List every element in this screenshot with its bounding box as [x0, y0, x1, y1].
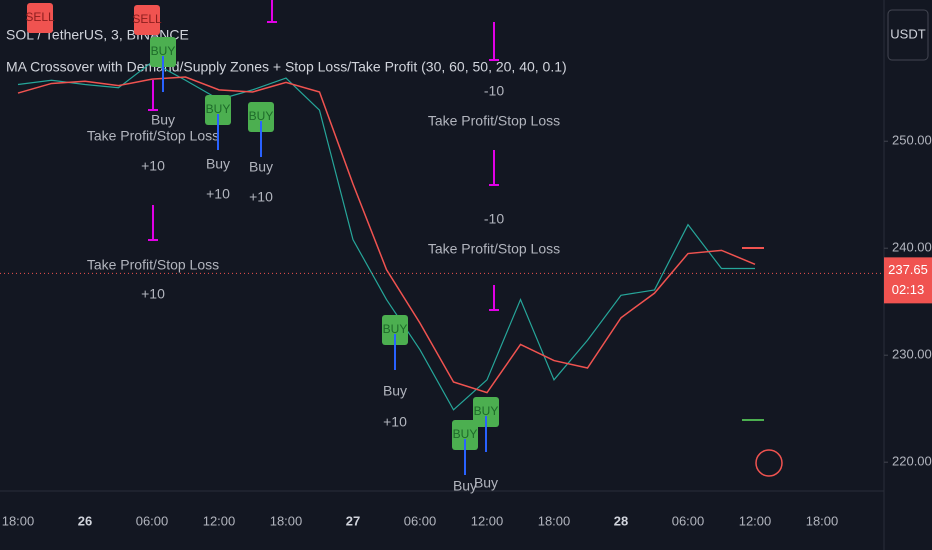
indicator-title: MA Crossover with Demand/Supply Zones + …: [6, 59, 567, 75]
annotation: +10: [383, 414, 407, 430]
price-line: [17, 61, 755, 411]
x-tick-label: 12:00: [203, 513, 236, 528]
x-tick-label: 28: [614, 513, 628, 528]
buy-signal: BUY: [474, 404, 499, 418]
buy-signal-box: [382, 315, 408, 345]
y-tick-label: 250.00: [892, 133, 932, 148]
buy-signal: BUY: [453, 427, 478, 441]
sell-signal: SELL: [25, 10, 55, 24]
x-tick-label: 06:00: [672, 513, 705, 528]
annotation: Buy: [151, 112, 175, 128]
alert-icon: [755, 449, 783, 477]
buy-signal: BUY: [383, 322, 408, 336]
y-tick-label: 220.00: [892, 454, 932, 469]
buy-signal: BUY: [151, 44, 176, 58]
annotation: Take Profit/Stop Loss: [428, 113, 560, 129]
sell-signal-box: [134, 5, 160, 35]
price-line: [17, 76, 756, 394]
x-tick-label: 18:00: [538, 513, 571, 528]
buy-signal-box: [205, 95, 231, 125]
last-price-box: [884, 257, 932, 304]
annotation: +10: [249, 189, 273, 205]
annotation: Take Profit/Stop Loss: [428, 241, 560, 257]
x-tick-label: 27: [346, 513, 360, 528]
buy-signal: BUY: [249, 109, 274, 123]
currency[interactable]: USDT: [890, 26, 925, 41]
buy-signal-box: [150, 37, 176, 67]
y-tick-label: 230.00: [892, 347, 932, 362]
y-tick-label: 240.00: [892, 240, 932, 255]
annotation: +10: [206, 186, 230, 202]
annotation: Take Profit/Stop Loss: [87, 257, 219, 273]
sell-signal-box: [27, 3, 53, 33]
sell-signal: SELL: [132, 12, 162, 26]
annotation: +10: [141, 158, 165, 174]
x-tick-label: 18:00: [2, 513, 35, 528]
annotation: -10: [484, 83, 504, 99]
x-tick-label: 12:00: [739, 513, 772, 528]
annotation: Buy: [474, 475, 498, 491]
x-tick-label: 06:00: [136, 513, 169, 528]
currency-button[interactable]: [887, 9, 929, 61]
annotation: Buy: [249, 159, 273, 175]
annotation: +10: [141, 286, 165, 302]
countdown: 02:13: [892, 282, 925, 297]
annotation: Buy: [206, 156, 230, 172]
buy-signal-box: [473, 397, 499, 427]
annotation: Buy: [453, 478, 477, 494]
annotation: -10: [484, 211, 504, 227]
x-tick-label: 18:00: [270, 513, 303, 528]
buy-signal-box: [452, 420, 478, 450]
x-tick-label: 12:00: [471, 513, 504, 528]
buy-signal-box: [248, 102, 274, 132]
last-price-label: 237.65: [888, 262, 928, 277]
annotation: Buy: [383, 383, 407, 399]
buy-signal: BUY: [206, 102, 231, 116]
annotation: Take Profit/Stop Loss: [87, 128, 219, 144]
x-tick-label: 06:00: [404, 513, 437, 528]
x-tick-label: 18:00: [806, 513, 839, 528]
x-tick-label: 26: [78, 513, 92, 528]
